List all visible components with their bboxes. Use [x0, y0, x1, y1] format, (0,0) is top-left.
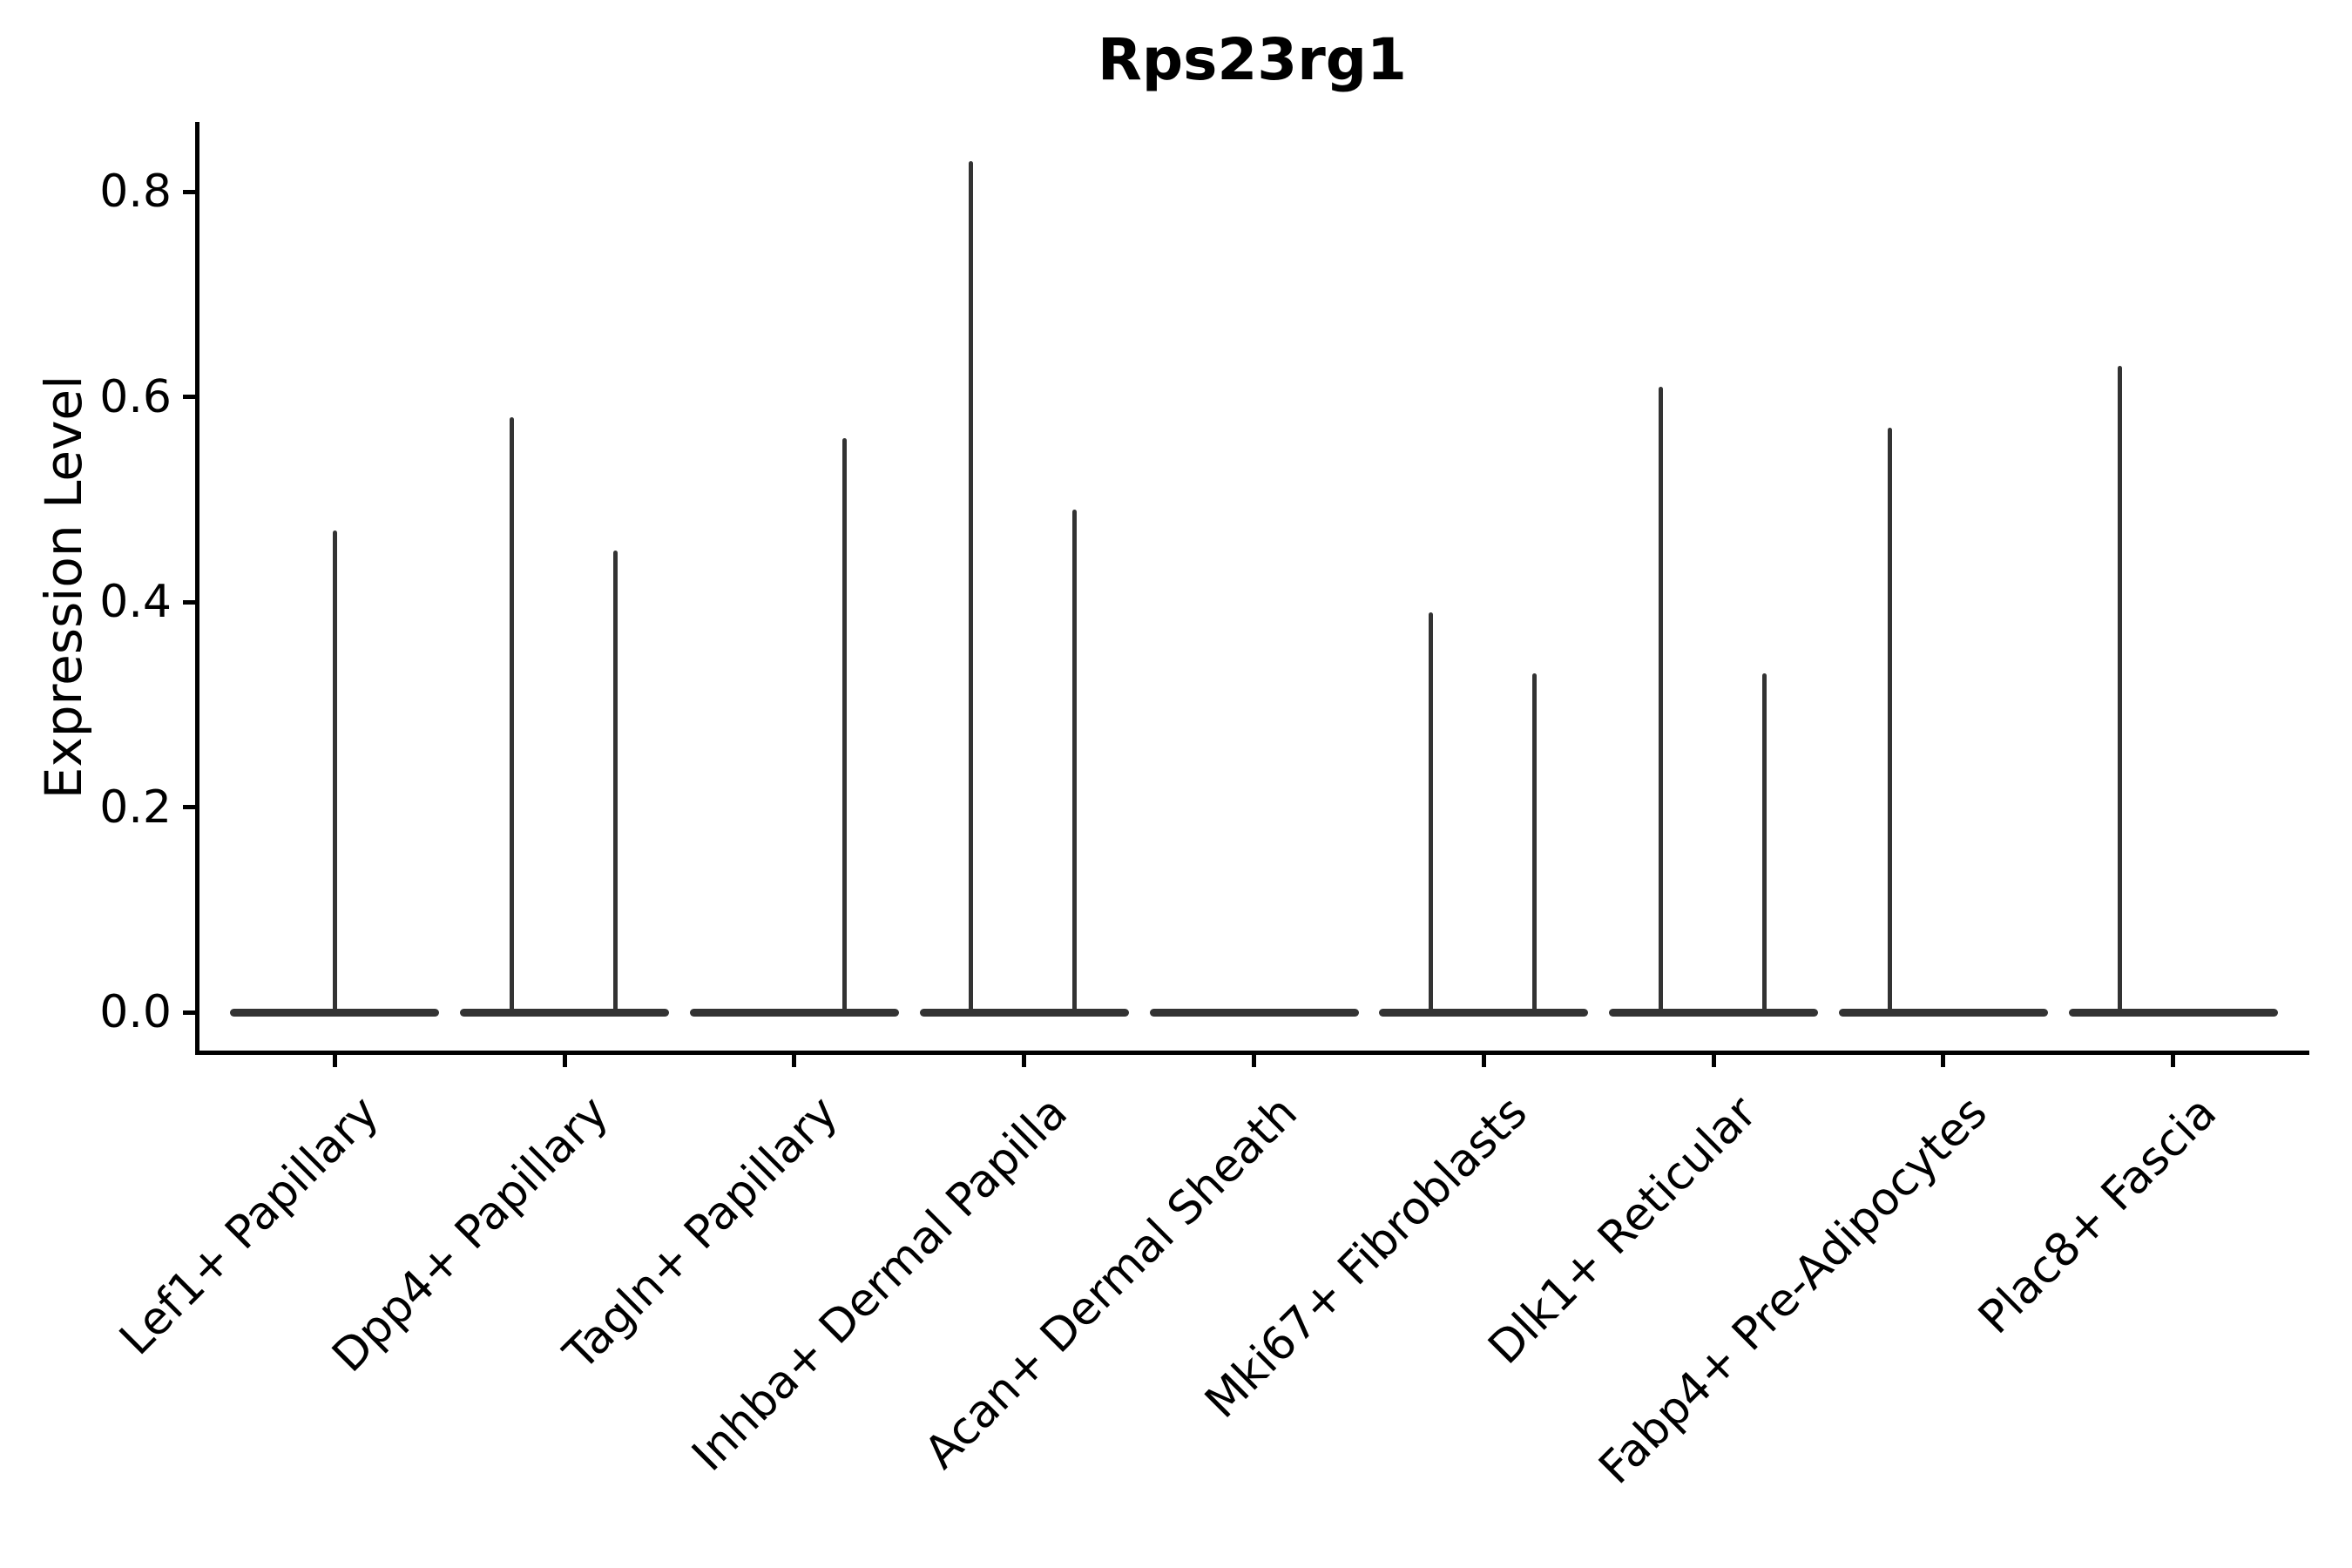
violin-spike	[509, 417, 514, 1012]
x-tick	[562, 1055, 567, 1067]
violin-spike	[1888, 427, 1893, 1012]
x-tick	[2171, 1055, 2176, 1067]
violin-baseline	[1609, 1008, 1819, 1017]
x-tick	[1022, 1055, 1027, 1067]
y-tick-label: 0.8	[99, 166, 172, 218]
violin-baseline	[919, 1008, 1129, 1017]
violin-baseline	[689, 1008, 899, 1017]
violin-spike	[2118, 366, 2123, 1012]
x-tick	[1252, 1055, 1256, 1067]
y-axis-spine	[195, 122, 199, 1055]
chart-title: Rps23rg1	[1098, 26, 1407, 93]
violin-baseline	[1379, 1008, 1589, 1017]
x-tick	[792, 1055, 797, 1067]
y-tick	[183, 805, 195, 809]
violin-baseline	[230, 1008, 440, 1017]
y-tick-label: 0.6	[99, 370, 172, 423]
violin-spike	[969, 160, 974, 1012]
violin-spike	[1531, 673, 1537, 1012]
violin-baseline	[2068, 1008, 2278, 1017]
violin-spike	[612, 551, 618, 1012]
violin-spike	[1761, 673, 1767, 1012]
violin-spike	[842, 437, 848, 1012]
violin-baseline	[460, 1008, 670, 1017]
x-tick	[1481, 1055, 1486, 1067]
x-tick-label: Plac8+ Fascia	[1969, 1086, 2227, 1345]
y-tick	[183, 599, 195, 605]
violin-baseline	[1838, 1008, 2048, 1017]
x-tick-label: Fabp4+ Pre-Adipocytes	[1589, 1086, 1997, 1495]
y-tick-label: 0.2	[99, 781, 172, 834]
violin-baseline	[1149, 1008, 1359, 1017]
y-tick	[183, 189, 195, 194]
y-tick-label: 0.4	[99, 576, 172, 628]
y-tick	[183, 395, 195, 399]
x-tick	[1711, 1055, 1716, 1067]
violin-spike	[1428, 612, 1433, 1012]
y-tick-label: 0.0	[99, 986, 172, 1038]
violin-spike	[1658, 386, 1663, 1012]
x-tick-label: Acan+ Dermal Sheath	[915, 1086, 1308, 1479]
y-tick	[183, 1010, 195, 1015]
violin-spike	[332, 530, 337, 1012]
x-tick	[332, 1055, 337, 1067]
x-tick	[1941, 1055, 1946, 1067]
violin-spike	[1072, 510, 1078, 1012]
x-axis-spine	[195, 1051, 2309, 1055]
x-tick-label: Inhba+ Dermal Papilla	[682, 1086, 1078, 1482]
